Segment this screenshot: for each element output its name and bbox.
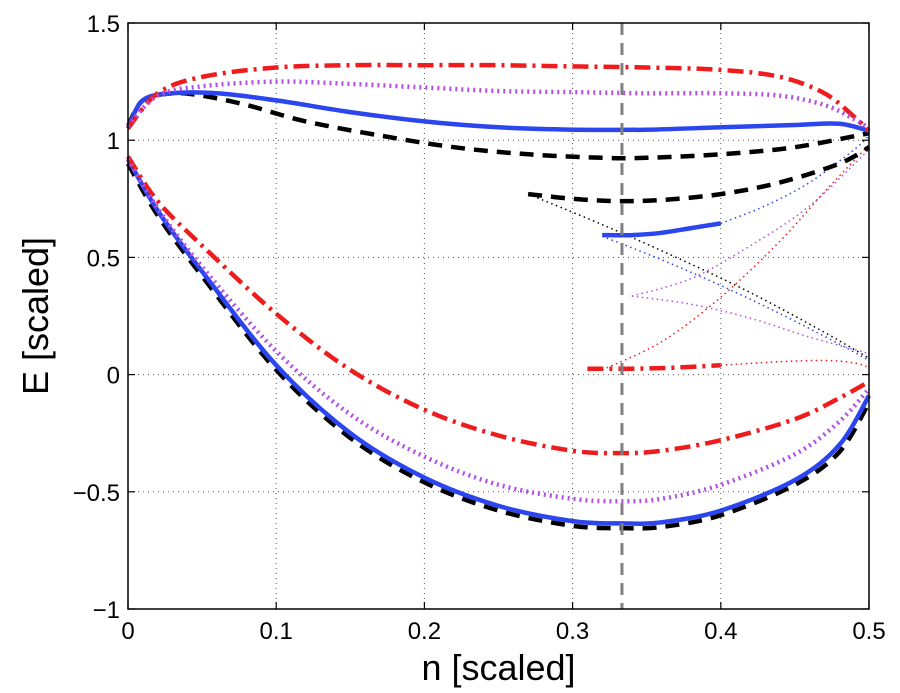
series-line-purple-thin-rising	[631, 149, 870, 297]
x-tick-label: 0	[121, 618, 134, 645]
y-tick-label: −0.5	[73, 480, 120, 507]
x-axis-title: n [scaled]	[421, 647, 575, 688]
y-axis-title: E [scaled]	[15, 237, 56, 395]
series-line-black-upper	[125, 90, 870, 161]
series-line-purple-upper	[126, 79, 871, 131]
series-line-purple-thin-descending	[631, 295, 870, 355]
grid	[128, 23, 869, 609]
y-tick-label: 1	[107, 128, 120, 155]
series-line-black-lower	[126, 162, 871, 531]
x-tick-label: 0.3	[556, 618, 589, 645]
x-tick-labels: 0 0.1 0.2 0.3 0.4 0.5	[121, 23, 886, 645]
x-tick-label: 0.1	[260, 618, 293, 645]
y-tick-label: 0.5	[87, 245, 120, 272]
series-group	[125, 62, 871, 531]
series-line-red-thin-flat	[720, 359, 870, 369]
y-tick-labels: −1 −0.5 0 0.5 1 1.5	[73, 11, 869, 624]
series-line-red-lower	[126, 155, 871, 456]
series-line-blue-thin-descending	[601, 235, 870, 362]
y-tick-label: 0	[107, 363, 120, 390]
series-line-blue-thin-rising	[720, 134, 870, 225]
series-line-blue-lower	[126, 157, 871, 526]
x-tick-label: 0.4	[704, 618, 737, 645]
series-line-blue-upper	[125, 90, 870, 133]
x-tick-label: 0.2	[408, 618, 441, 645]
y-tick-label: −1	[93, 597, 120, 624]
series-line-red-upper	[126, 62, 871, 133]
series-line-black-thin-descending	[527, 193, 870, 359]
series-line-red-thin-rising	[601, 144, 870, 371]
plot-frame	[127, 22, 870, 610]
series-line-black-middle	[527, 145, 871, 204]
series-line-purple-lower	[126, 157, 871, 504]
x-tick-label: 0.5	[852, 618, 885, 645]
y-tick-label: 1.5	[87, 11, 120, 38]
series-line-red-middle	[587, 362, 721, 372]
series-line-blue-middle	[602, 221, 722, 238]
